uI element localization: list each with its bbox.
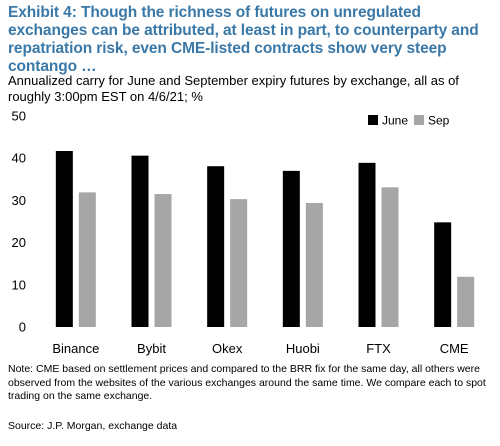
x-tick-label: Binance (52, 341, 99, 356)
legend-label-june: June (382, 114, 408, 128)
bar-sep-ftx (381, 187, 399, 327)
bar-june-bybit (131, 155, 149, 327)
chart-source: Source: J.P. Morgan, exchange data (8, 420, 178, 432)
y-tick-label: 50 (12, 109, 26, 124)
y-tick-label: 10 (12, 277, 26, 292)
y-axis: 0 10 20 30 40 50 (12, 109, 26, 335)
bar-sep-binance (78, 192, 96, 327)
bars (55, 151, 475, 327)
bar-june-okex (207, 166, 225, 327)
chart-note: Note: CME based on settlement prices and… (8, 363, 486, 402)
y-tick-label: 20 (12, 235, 26, 250)
legend-swatch-sep (414, 115, 424, 125)
legend-label-sep: Sep (428, 114, 450, 128)
x-tick-label: CME (440, 341, 469, 356)
chart-subtitle: Annualized carry for June and September … (8, 73, 459, 104)
bar-june-cme (434, 222, 452, 327)
bar-june-huobi (282, 170, 300, 327)
y-tick-label: 0 (19, 320, 26, 335)
y-tick-label: 30 (12, 193, 26, 208)
chart-title: Exhibit 4: Though the richness of future… (8, 4, 479, 75)
legend: June Sep (368, 114, 450, 128)
x-axis: Binance Bybit Okex Huobi FTX CME (52, 341, 469, 356)
x-tick-label: FTX (366, 341, 391, 356)
x-tick-label: Huobi (286, 341, 320, 356)
bar-sep-huobi (305, 202, 323, 327)
x-tick-label: Bybit (137, 341, 166, 356)
bar-june-binance (55, 151, 73, 327)
bar-sep-bybit (154, 194, 172, 327)
y-tick-label: 40 (12, 151, 26, 166)
bar-sep-cme (457, 276, 475, 327)
legend-swatch-june (368, 115, 378, 125)
bar-june-ftx (358, 162, 376, 327)
bar-sep-okex (230, 199, 248, 327)
x-tick-label: Okex (212, 341, 243, 356)
